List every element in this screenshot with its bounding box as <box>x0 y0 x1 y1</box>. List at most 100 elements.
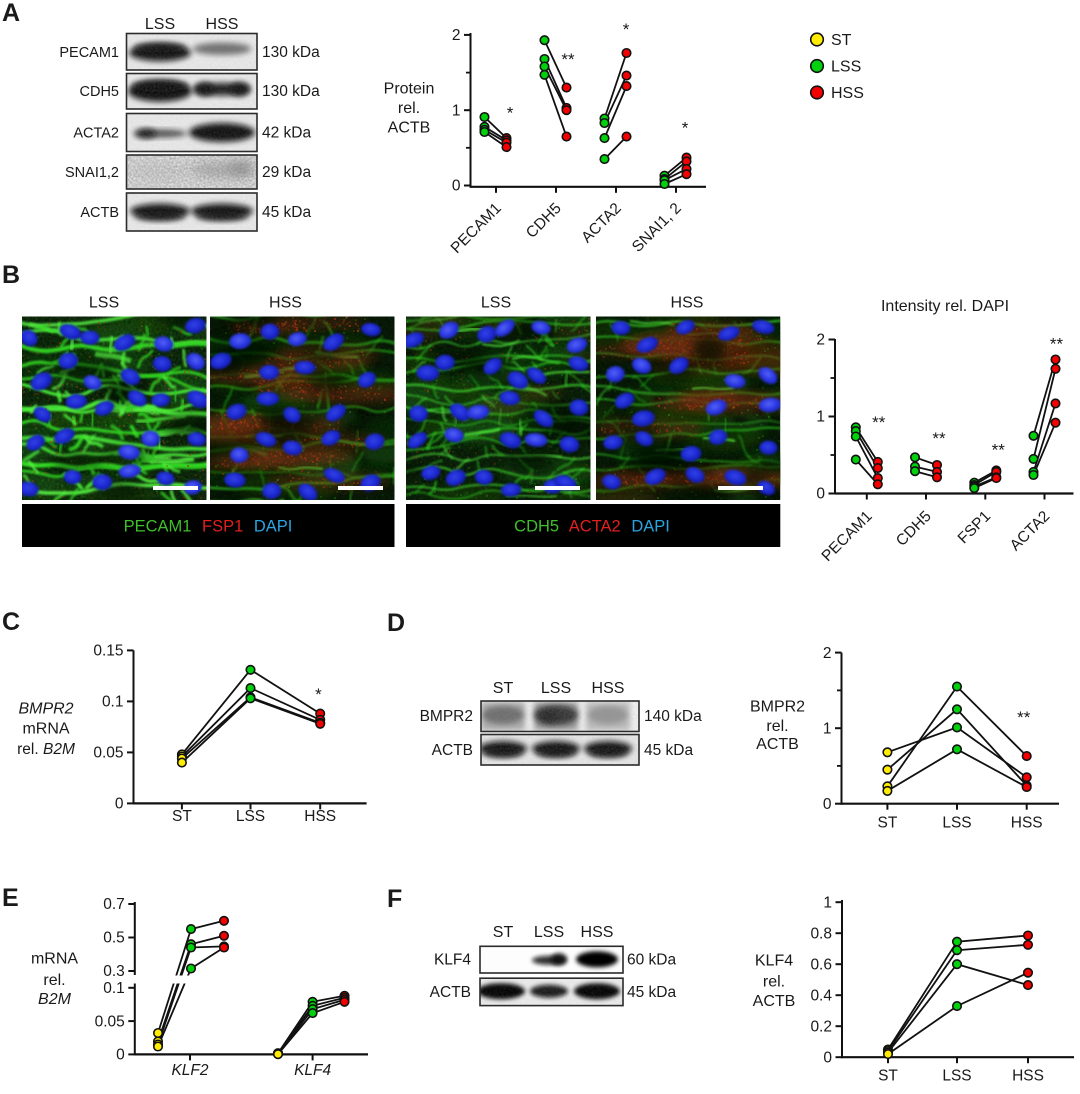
svg-text:45 kDa: 45 kDa <box>644 742 693 759</box>
svg-text:42 kDa: 42 kDa <box>262 125 311 142</box>
svg-text:D: D <box>387 609 405 637</box>
svg-text:HSS: HSS <box>592 680 625 697</box>
svg-text:LSS: LSS <box>942 1068 971 1085</box>
svg-text:B: B <box>2 261 20 289</box>
svg-text:45 kDa: 45 kDa <box>627 984 676 1001</box>
svg-text:*: * <box>315 685 322 704</box>
svg-text:HSS: HSS <box>269 295 302 312</box>
svg-text:2: 2 <box>452 27 461 44</box>
svg-text:SNAI1,2: SNAI1,2 <box>65 165 119 181</box>
svg-text:0.4: 0.4 <box>810 987 832 1004</box>
svg-text:60 kDa: 60 kDa <box>627 952 676 969</box>
svg-text:0: 0 <box>115 796 124 813</box>
svg-text:BMPR2: BMPR2 <box>750 699 805 716</box>
svg-text:ACTB: ACTB <box>430 984 471 1001</box>
svg-text:0: 0 <box>823 1049 832 1066</box>
svg-text:130 kDa: 130 kDa <box>262 44 320 61</box>
svg-text:0.7: 0.7 <box>103 896 125 913</box>
svg-text:A: A <box>2 0 20 27</box>
svg-text:1: 1 <box>816 409 825 426</box>
svg-text:**: ** <box>1050 334 1064 353</box>
svg-text:0: 0 <box>116 1047 125 1064</box>
svg-text:KLF4: KLF4 <box>294 1062 331 1079</box>
svg-text:LSS: LSS <box>481 295 511 312</box>
svg-text:Protein: Protein <box>384 81 435 98</box>
svg-text:ST: ST <box>172 808 192 825</box>
svg-text:**: ** <box>1017 708 1031 727</box>
svg-text:LSS: LSS <box>541 680 571 697</box>
svg-text:0.2: 0.2 <box>810 1018 832 1035</box>
svg-text:PECAM1 FSP1 DAPI: PECAM1 FSP1 DAPI <box>124 518 293 536</box>
svg-text:45 kDa: 45 kDa <box>262 204 311 221</box>
svg-text:LSS: LSS <box>236 808 265 825</box>
svg-text:ACTB: ACTB <box>80 205 119 221</box>
svg-text:**: ** <box>561 50 575 69</box>
svg-text:1: 1 <box>452 102 461 119</box>
svg-text:HSS: HSS <box>206 16 239 33</box>
svg-text:ST: ST <box>877 815 897 832</box>
svg-text:*: * <box>507 104 514 123</box>
svg-text:0.05: 0.05 <box>95 1013 125 1030</box>
svg-text:ACTB: ACTB <box>753 993 796 1010</box>
svg-text:CDH5 ACTA2 DAPI: CDH5 ACTA2 DAPI <box>514 518 670 536</box>
svg-text:LSS: LSS <box>89 295 119 312</box>
svg-text:ACTA2: ACTA2 <box>73 126 119 142</box>
svg-text:*: * <box>623 20 630 39</box>
svg-text:1: 1 <box>823 894 832 911</box>
svg-text:0.5: 0.5 <box>103 930 125 947</box>
svg-text:mRNA: mRNA <box>22 721 69 738</box>
svg-text:ST: ST <box>493 680 514 697</box>
svg-text:C: C <box>2 608 20 636</box>
svg-text:0: 0 <box>452 178 461 195</box>
svg-text:0.6: 0.6 <box>810 956 832 973</box>
svg-text:*: * <box>682 119 689 138</box>
svg-text:HSS: HSS <box>831 85 864 102</box>
svg-text:BMPR2: BMPR2 <box>18 701 73 718</box>
svg-text:PECAM1: PECAM1 <box>59 45 119 61</box>
svg-text:E: E <box>2 884 19 912</box>
svg-text:HSS: HSS <box>304 808 336 825</box>
svg-text:0.8: 0.8 <box>810 925 832 942</box>
svg-text:HSS: HSS <box>1012 1068 1044 1085</box>
svg-text:130 kDa: 130 kDa <box>262 83 320 100</box>
svg-text:29 kDa: 29 kDa <box>262 164 311 181</box>
svg-text:LSS: LSS <box>942 815 971 832</box>
svg-text:2: 2 <box>816 332 825 349</box>
svg-text:KLF4: KLF4 <box>755 953 793 970</box>
svg-text:**: ** <box>992 441 1006 460</box>
svg-text:CDH5: CDH5 <box>80 84 119 100</box>
svg-text:0.1: 0.1 <box>102 694 124 711</box>
svg-text:1: 1 <box>823 720 832 737</box>
svg-text:ACTB: ACTB <box>388 120 431 137</box>
svg-text:**: ** <box>932 429 946 448</box>
svg-text:HSS: HSS <box>1011 815 1043 832</box>
svg-text:ST: ST <box>878 1068 898 1085</box>
svg-text:**: ** <box>872 413 886 432</box>
svg-text:LSS: LSS <box>831 59 861 76</box>
svg-text:0: 0 <box>816 486 825 503</box>
svg-text:KLF4: KLF4 <box>434 952 471 969</box>
svg-text:2: 2 <box>823 645 832 662</box>
svg-text:LSS: LSS <box>145 16 175 33</box>
svg-text:rel.: rel. <box>766 718 788 735</box>
svg-text:LSS: LSS <box>534 924 564 941</box>
svg-text:B2M: B2M <box>38 991 72 1008</box>
svg-text:ST: ST <box>493 924 514 941</box>
svg-text:mRNA: mRNA <box>31 951 78 968</box>
svg-text:HSS: HSS <box>671 295 704 312</box>
svg-text:KLF2: KLF2 <box>171 1062 208 1079</box>
svg-text:rel.: rel. <box>763 973 785 990</box>
svg-text:140 kDa: 140 kDa <box>644 708 702 725</box>
svg-text:0.15: 0.15 <box>93 643 123 660</box>
svg-text:rel.: rel. <box>43 972 65 989</box>
svg-text:rel. B2M: rel. B2M <box>17 741 75 758</box>
svg-text:BMPR2: BMPR2 <box>420 708 473 725</box>
svg-text:0.1: 0.1 <box>103 980 125 997</box>
svg-text:ACTB: ACTB <box>432 742 473 759</box>
svg-text:ACTB: ACTB <box>756 736 799 753</box>
svg-text:Intensity rel. DAPI: Intensity rel. DAPI <box>881 298 1009 315</box>
svg-text:0.3: 0.3 <box>103 963 125 980</box>
svg-text:ST: ST <box>831 32 852 49</box>
svg-text:rel.: rel. <box>398 100 420 117</box>
svg-text:0.05: 0.05 <box>93 745 123 762</box>
